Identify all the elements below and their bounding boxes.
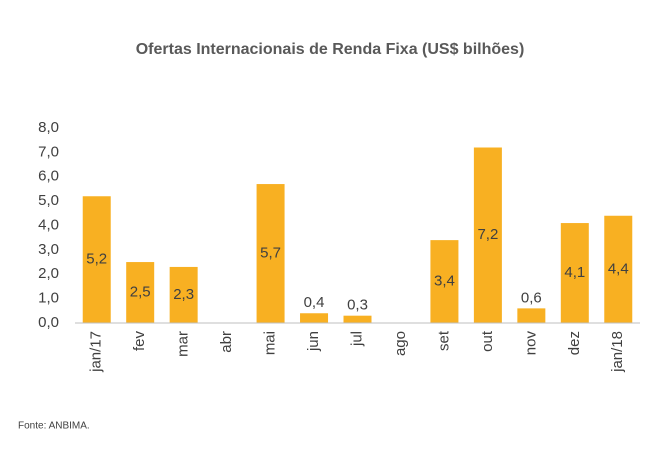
x-tick-label: abr — [218, 331, 235, 353]
bar — [473, 147, 502, 323]
value-label: 0,4 — [304, 294, 325, 311]
x-tick-label: dez — [566, 331, 583, 355]
x-tick-label: ago — [392, 331, 409, 356]
bar — [430, 240, 459, 323]
value-label: 4,1 — [564, 264, 585, 281]
bar — [126, 262, 155, 323]
chart-title: Ofertas Internacionais de Renda Fixa (US… — [136, 41, 525, 58]
x-tick-label: nov — [522, 331, 539, 356]
y-tick-label: 6,0 — [38, 168, 59, 185]
x-tick-label: jul — [348, 331, 365, 347]
x-tick-label: mai — [262, 331, 279, 355]
value-label: 2,5 — [130, 284, 151, 301]
value-label: 0,3 — [347, 297, 368, 314]
value-label: 7,2 — [477, 226, 498, 243]
bar — [82, 196, 111, 323]
y-tick-label: 4,0 — [38, 216, 59, 233]
value-label: 4,4 — [608, 260, 629, 277]
x-tick-label: out — [479, 330, 496, 352]
source: Fonte: ANBIMA. — [18, 421, 90, 432]
bar — [343, 315, 372, 323]
value-label: 0,6 — [521, 289, 542, 306]
bar — [256, 184, 285, 323]
y-tick-label: 5,0 — [38, 192, 59, 209]
x-tick-label: set — [435, 330, 452, 351]
x-tick-label: jan/17 — [88, 331, 105, 373]
x-tick-label: jan/18 — [609, 331, 626, 373]
y-tick-label: 8,0 — [38, 119, 59, 136]
x-tick-label: jun — [305, 331, 322, 352]
bar — [604, 215, 633, 323]
y-tick-label: 1,0 — [38, 290, 59, 307]
bar — [169, 266, 198, 323]
y-tick-label: 7,0 — [38, 143, 59, 160]
x-tick-label: fev — [131, 331, 148, 352]
value-label: 5,7 — [260, 245, 281, 262]
bar — [560, 223, 589, 323]
bar — [517, 308, 546, 323]
y-tick-label: 2,0 — [38, 265, 59, 282]
y-tick-label: 3,0 — [38, 241, 59, 258]
value-label: 3,4 — [434, 273, 455, 290]
x-tick-label: mar — [175, 331, 192, 357]
bar — [300, 313, 329, 323]
value-label: 2,3 — [173, 286, 194, 303]
y-tick-label: 0,0 — [38, 314, 59, 331]
value-label: 5,2 — [86, 251, 107, 268]
